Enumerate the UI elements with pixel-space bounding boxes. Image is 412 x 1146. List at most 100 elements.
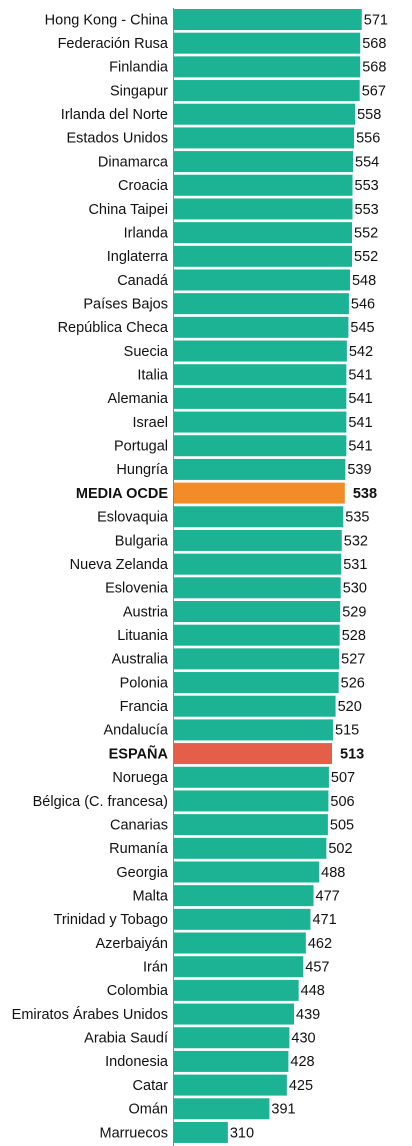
value-label: 505 [330,817,354,833]
value-label: 506 [330,794,354,810]
category-label: Trinidad y Tobago [54,912,168,928]
value-label: 530 [343,581,367,597]
value-label: 552 [354,225,378,241]
category-label: Polonia [120,675,169,691]
category-label: Noruega [112,770,169,786]
bar [174,1003,295,1025]
value-label: 558 [357,107,381,123]
category-label: Catar [133,1078,169,1094]
category-label: Irlanda [124,225,169,241]
bar [174,577,341,599]
category-label: Hong Kong - China [45,12,169,28]
bar [174,1050,289,1072]
value-label: 502 [328,841,352,857]
category-label: Canarias [110,817,168,833]
bar [174,529,342,551]
category-label: Eslovenia [105,581,169,597]
category-label: Andalucía [104,723,169,739]
category-label: Federación Rusa [58,36,169,52]
category-label: Suecia [124,344,169,360]
value-label: 430 [291,1031,315,1047]
category-label: Azerbaiyán [95,936,168,952]
bar [174,861,320,883]
bar [174,316,349,338]
bar [174,174,353,196]
value-label: 553 [355,202,379,218]
bar [174,80,360,102]
bar [174,979,299,1001]
value-label: 541 [348,439,372,455]
value-label: 535 [345,510,369,526]
bar [174,1074,287,1096]
value-label: 507 [331,770,355,786]
bar [174,56,361,78]
category-label: Italia [137,368,169,384]
bar [174,672,339,694]
value-label: 552 [354,249,378,265]
category-label: Portugal [114,439,168,455]
value-label: 541 [348,368,372,384]
bar [174,1121,228,1143]
value-label: 529 [342,604,366,620]
category-label: Francia [120,699,169,715]
value-label: 526 [341,675,365,691]
category-label: Irán [143,960,168,976]
category-label: Israel [133,415,168,431]
category-label: Países Bajos [83,296,168,312]
category-label: Alemania [108,391,169,407]
bar [174,885,314,907]
bar [174,103,356,125]
bar [174,269,350,291]
category-label: Australia [112,652,169,668]
bar [174,601,341,622]
bar [174,364,347,386]
bar [174,387,347,409]
category-label: Canadá [117,273,169,289]
bar [174,127,355,149]
value-label: 542 [349,344,373,360]
bar [174,32,361,54]
value-label: 457 [305,960,329,976]
value-label: 548 [352,273,376,289]
value-label: 515 [335,723,359,739]
category-label: República Checa [58,320,169,336]
value-label: 439 [296,1007,320,1023]
bar [174,553,342,575]
bar [174,482,345,504]
value-label: 546 [351,296,375,312]
category-label: Malta [133,888,169,904]
value-label: 428 [290,1054,314,1070]
value-label: 571 [364,12,388,28]
value-label: 568 [362,60,386,76]
bar [174,766,329,788]
bar [174,245,353,267]
value-label: 391 [271,1102,295,1118]
value-label: 310 [230,1125,254,1141]
bar [174,1027,290,1049]
category-label: MEDIA OCDE [76,486,168,502]
bar [174,151,354,173]
category-label: China Taipei [88,202,168,218]
category-label: Irlanda del Norte [61,107,168,123]
category-label: Arabia Saudí [84,1031,168,1047]
value-label: 545 [350,320,374,336]
category-label: Austria [123,604,169,620]
value-label: 538 [353,486,377,502]
bar [174,435,347,457]
bar [174,340,347,362]
value-label: 539 [347,462,371,478]
value-label: 488 [321,865,345,881]
bar [174,790,329,812]
bar [174,222,353,244]
value-label: 462 [308,936,332,952]
bar [174,648,340,670]
value-label: 556 [356,131,380,147]
bar [174,908,311,930]
category-label: Indonesia [105,1054,169,1070]
value-label: 541 [348,391,372,407]
bar [174,814,328,836]
category-label: ESPAÑA [109,744,169,762]
category-label: Eslovaquia [97,510,169,526]
category-label: Lituania [117,628,169,644]
